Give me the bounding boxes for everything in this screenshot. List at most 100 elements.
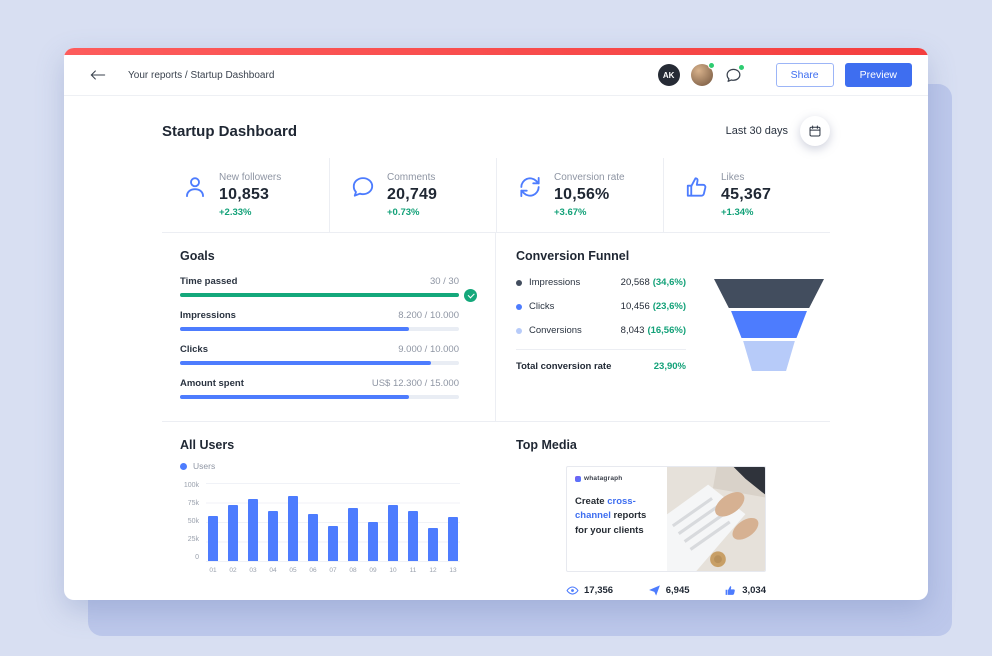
goal-row-impressions: Impressions 8.200 / 10.000 xyxy=(180,310,459,331)
goal-value: US$ 12.300 / 15.000 xyxy=(371,378,459,389)
headline-highlight: cross-channel xyxy=(575,496,636,522)
brand-name: whatagraph xyxy=(584,475,623,482)
x-tick-label: 12 xyxy=(429,567,437,574)
media-card[interactable]: whatagraph Create cross-channel reports … xyxy=(566,466,766,572)
users-bar xyxy=(248,498,258,561)
funnel-stage-label: Impressions xyxy=(529,277,581,288)
avatar-initials[interactable]: AK xyxy=(657,64,680,86)
users-bar xyxy=(368,522,378,561)
users-bar xyxy=(348,507,358,561)
funnel-legend-row: Impressions 20,568 (34,6%) xyxy=(516,277,686,288)
online-status-dot xyxy=(707,62,715,69)
users-bar xyxy=(228,504,238,561)
check-circle-icon xyxy=(464,289,477,302)
stat-label: New followers xyxy=(219,172,282,183)
bar-column: 04 xyxy=(268,483,278,574)
brand-mark-icon xyxy=(575,475,581,482)
goal-label: Clicks xyxy=(180,344,208,355)
toolbar: Your reports / Startup Dashboard AK Shar… xyxy=(64,55,928,96)
users-bar-plot: 01 02 03 04 05 06 07 08 09 10 11 12 13 xyxy=(206,483,460,574)
report-content: Startup Dashboard Last 30 days New follo… xyxy=(64,116,928,597)
preview-button[interactable]: Preview xyxy=(844,63,912,87)
avatar[interactable] xyxy=(690,62,715,86)
conversion-funnel-section: Conversion Funnel Impressions 20,568 (34… xyxy=(496,233,830,421)
stat-value: 20,749 xyxy=(387,186,438,203)
users-bar xyxy=(328,525,338,561)
bar-column: 10 xyxy=(388,483,398,574)
x-tick-label: 07 xyxy=(329,567,337,574)
mid-row: Goals Time passed 30 / 30 Impressions 8.… xyxy=(162,232,830,422)
headline-prefix: Create xyxy=(575,496,608,507)
thumbs-up-icon xyxy=(724,584,737,597)
bar-column: 07 xyxy=(328,483,338,574)
top-media-section: Top Media whatagraph Create cross-channe… xyxy=(496,422,830,597)
goals-section: Goals Time passed 30 / 30 Impressions 8.… xyxy=(162,233,496,421)
funnel-band-conversions xyxy=(743,341,795,371)
title-row: Startup Dashboard Last 30 days xyxy=(162,116,830,146)
funnel-chart xyxy=(714,277,824,372)
avatar-initials-text: AK xyxy=(662,70,675,80)
bar-column: 09 xyxy=(368,483,378,574)
stat-label: Conversion rate xyxy=(554,172,625,183)
funnel-band-clicks xyxy=(731,311,807,338)
conversion-icon xyxy=(517,174,543,218)
date-range-label: Last 30 days xyxy=(725,125,788,137)
stat-value: 45,367 xyxy=(721,186,772,203)
funnel-stage-value: 8,043 xyxy=(620,325,645,336)
toolbar-actions: AK Share Preview xyxy=(657,62,912,87)
goal-value: 9.000 / 10.000 xyxy=(398,344,459,355)
users-bar xyxy=(208,515,218,561)
progress-track xyxy=(180,293,459,297)
y-tick-label: 25k xyxy=(187,536,199,543)
x-tick-label: 03 xyxy=(249,567,257,574)
legend-label: Users xyxy=(193,461,216,471)
x-tick-label: 11 xyxy=(409,567,417,574)
users-bar xyxy=(428,528,438,561)
funnel-legend: Impressions 20,568 (34,6%) Clicks 10,456… xyxy=(516,277,686,372)
chat-button[interactable] xyxy=(724,63,745,85)
bar-column: 08 xyxy=(348,483,358,574)
all-users-section: All Users Users 100k 75k 50k 25k 0 01 02 03 04 0… xyxy=(162,422,496,597)
bar-column: 12 xyxy=(428,483,438,574)
stat-card-conversion-rate: Conversion rate 10,56% +3.67% xyxy=(496,158,663,232)
goal-row-time-passed: Time passed 30 / 30 xyxy=(180,276,477,302)
y-tick-label: 50k xyxy=(187,518,199,525)
goal-row-clicks: Clicks 9.000 / 10.000 xyxy=(180,344,459,365)
legend-dot xyxy=(516,327,522,334)
chat-bubble-icon xyxy=(724,66,743,85)
bar-column: 13 xyxy=(448,483,458,574)
progress-track xyxy=(180,395,459,399)
page-title: Startup Dashboard xyxy=(162,122,298,140)
headline-suffix: reports for your clients xyxy=(575,510,647,536)
funnel-band-impressions xyxy=(714,279,824,308)
funnel-stage-share: (23,6%) xyxy=(652,301,686,312)
x-tick-label: 01 xyxy=(209,567,217,574)
users-y-axis: 100k 75k 50k 25k 0 xyxy=(180,482,206,562)
x-tick-label: 08 xyxy=(349,567,357,574)
legend-dot xyxy=(516,303,522,310)
users-bar xyxy=(448,516,458,561)
users-bar xyxy=(388,504,398,561)
bar-column: 03 xyxy=(248,483,258,574)
date-range-picker[interactable]: Last 30 days xyxy=(726,116,830,146)
media-headline: Create cross-channel reports for your cl… xyxy=(575,495,659,538)
progress-track xyxy=(180,361,459,365)
bar-column: 01 xyxy=(208,483,218,574)
funnel-legend-row: Clicks 10,456 (23,6%) xyxy=(516,301,686,312)
breadcrumb[interactable]: Your reports / Startup Dashboard xyxy=(128,69,275,81)
share-button[interactable]: Share xyxy=(775,63,834,87)
stat-card-new-followers: New followers 10,853 +2.33% xyxy=(162,158,329,232)
calendar-icon[interactable] xyxy=(800,116,830,146)
comment-icon xyxy=(350,174,376,218)
back-button[interactable] xyxy=(86,65,110,85)
media-stats-row: 17,356 6,945 3,034 xyxy=(566,584,766,597)
goal-label: Time passed xyxy=(180,276,238,287)
progress-fill xyxy=(180,327,409,331)
progress-fill xyxy=(180,293,459,297)
stat-change: +0.73% xyxy=(387,207,420,218)
funnel-total-row: Total conversion rate 23,90% xyxy=(516,349,686,372)
x-tick-label: 06 xyxy=(309,567,317,574)
x-tick-label: 13 xyxy=(449,567,457,574)
stat-change: +3.67% xyxy=(554,207,587,218)
top-media-title: Top Media xyxy=(516,438,577,452)
